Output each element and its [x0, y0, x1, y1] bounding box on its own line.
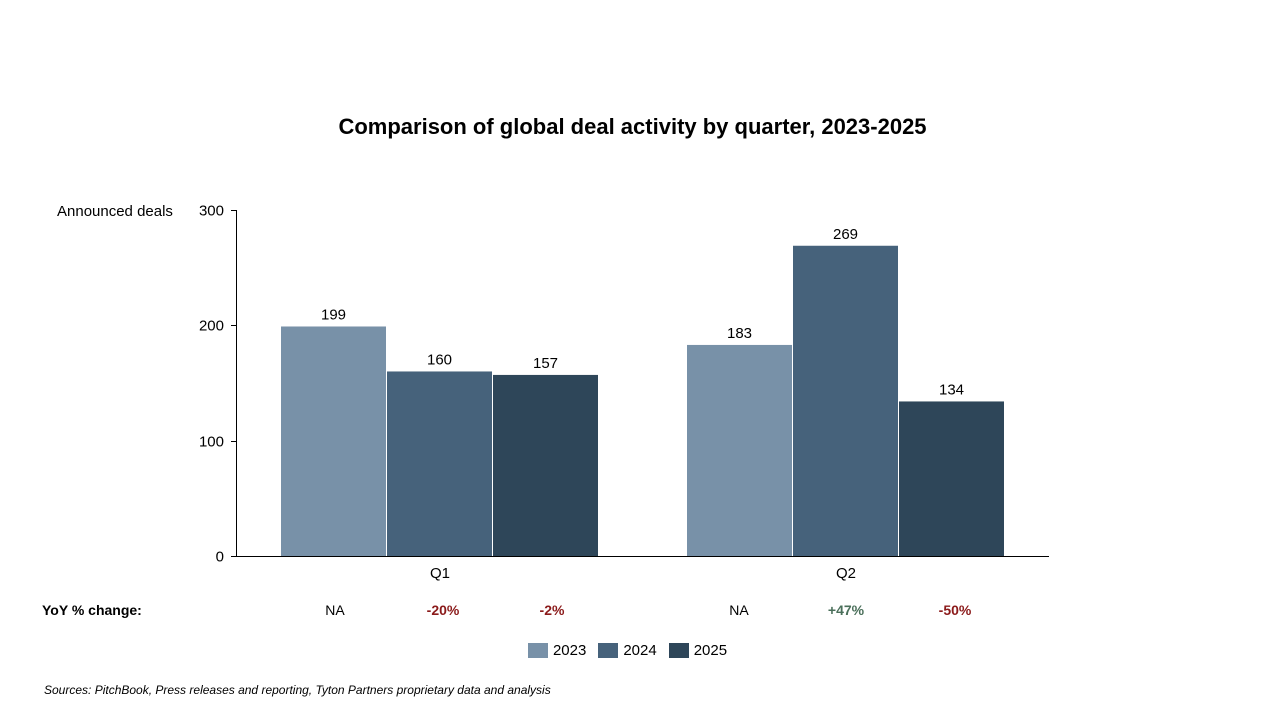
yoy-value: -20%: [426, 602, 460, 618]
yoy-value: -50%: [938, 602, 972, 618]
bar-q1-2023: [281, 326, 386, 556]
bar-q2-2023: [687, 344, 792, 556]
legend-label: 2025: [693, 642, 728, 659]
yoy-value: -2%: [539, 602, 565, 618]
legend-item-2023: 2023: [527, 642, 587, 659]
bar-q1-2025: [493, 374, 598, 556]
chart-title: Comparison of global deal activity by qu…: [338, 114, 927, 139]
bar-q1-2024: [387, 371, 492, 556]
y-tick-label: 200: [199, 318, 224, 335]
y-tick-label: 300: [199, 203, 224, 220]
bar-value-label: 269: [833, 226, 858, 243]
legend-label: 2023: [552, 642, 587, 659]
y-tick-label: 0: [216, 549, 224, 566]
yoy-row: YoY % change: NA -20% -2% NA +47% -50%: [0, 602, 1280, 622]
legend: 2023 2024 2025: [0, 642, 1255, 662]
legend-swatch: [527, 643, 548, 658]
x-tick-label: Q1: [430, 565, 450, 582]
legend-item-2025: 2025: [668, 642, 728, 659]
source-note: Sources: PitchBook, Press releases and r…: [44, 683, 551, 697]
bar-value-label: 199: [321, 306, 346, 323]
yoy-value: +47%: [827, 602, 865, 618]
bar-value-label: 183: [727, 325, 752, 342]
legend-label: 2024: [623, 642, 657, 659]
x-tick-label: Q2: [836, 565, 856, 582]
yoy-title: YoY % change:: [42, 602, 142, 618]
legend-item-2024: 2024: [598, 642, 657, 659]
yoy-value: NA: [325, 602, 345, 618]
bar-q2-2025: [899, 401, 1004, 556]
legend-swatch: [598, 643, 619, 658]
bar-value-label: 134: [939, 381, 964, 398]
y-tick-label: 100: [199, 434, 224, 451]
bar-value-label: 160: [427, 351, 452, 368]
bar-value-label: 157: [533, 355, 558, 372]
yoy-value: NA: [729, 602, 749, 618]
y-axis-label: Announced deals: [57, 203, 173, 220]
legend-swatch: [668, 643, 689, 658]
bar-q2-2024: [793, 245, 898, 556]
